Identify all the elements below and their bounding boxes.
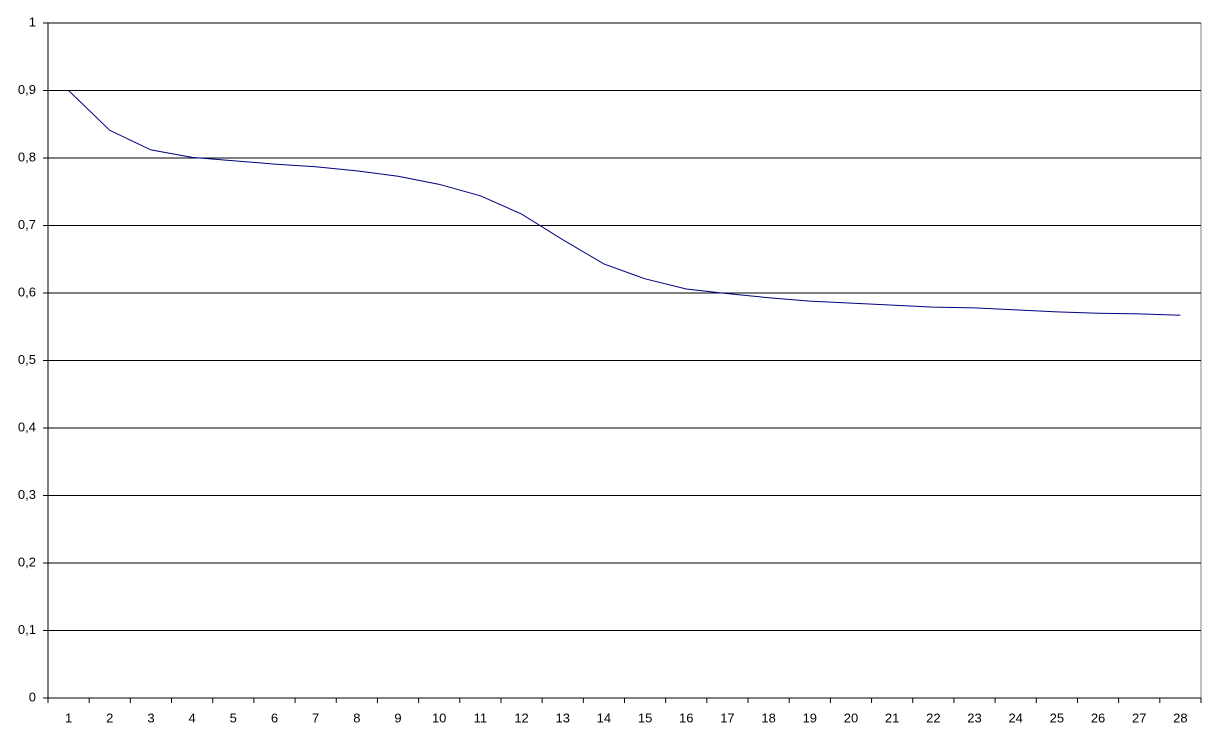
y-tick-label: 0,4 bbox=[18, 419, 36, 434]
x-tick-label: 12 bbox=[514, 710, 528, 725]
x-tick-label: 5 bbox=[230, 710, 237, 725]
x-tick-label: 2 bbox=[106, 710, 113, 725]
x-tick-label: 13 bbox=[555, 710, 569, 725]
data-line bbox=[68, 90, 1181, 316]
y-tick-label: 0,8 bbox=[18, 149, 36, 164]
x-tick-label: 23 bbox=[967, 710, 981, 725]
x-tick-label: 15 bbox=[638, 710, 652, 725]
x-tick-label: 28 bbox=[1173, 710, 1187, 725]
x-tick-label: 18 bbox=[761, 710, 775, 725]
x-tick-label: 25 bbox=[1050, 710, 1064, 725]
x-tick-label: 20 bbox=[844, 710, 858, 725]
y-tick-label: 0 bbox=[29, 689, 36, 704]
y-tick-label: 0,5 bbox=[18, 352, 36, 367]
x-tick-label: 8 bbox=[353, 710, 360, 725]
x-tick-label: 10 bbox=[432, 710, 446, 725]
y-tick-label: 0,9 bbox=[18, 82, 36, 97]
y-tick-label: 1 bbox=[29, 14, 36, 29]
x-tick-label: 22 bbox=[926, 710, 940, 725]
y-tick-label: 0,6 bbox=[18, 284, 36, 299]
x-tick-label: 1 bbox=[65, 710, 72, 725]
y-tick-label: 0,2 bbox=[18, 554, 36, 569]
x-tick-label: 4 bbox=[189, 710, 196, 725]
x-tick-label: 9 bbox=[394, 710, 401, 725]
y-tick-label: 0,3 bbox=[18, 487, 36, 502]
x-tick-label: 6 bbox=[271, 710, 278, 725]
x-tick-label: 3 bbox=[147, 710, 154, 725]
x-tick-label: 21 bbox=[885, 710, 899, 725]
x-tick-label: 27 bbox=[1132, 710, 1146, 725]
x-tick-label: 19 bbox=[803, 710, 817, 725]
x-tick-label: 14 bbox=[597, 710, 611, 725]
y-tick-label: 0,1 bbox=[18, 622, 36, 637]
x-tick-label: 17 bbox=[720, 710, 734, 725]
x-tick-label: 7 bbox=[312, 710, 319, 725]
y-tick-label: 0,7 bbox=[18, 217, 36, 232]
x-tick-label: 24 bbox=[1008, 710, 1022, 725]
x-tick-label: 11 bbox=[474, 710, 488, 725]
x-tick-label: 26 bbox=[1091, 710, 1105, 725]
x-tick-label: 16 bbox=[679, 710, 693, 725]
